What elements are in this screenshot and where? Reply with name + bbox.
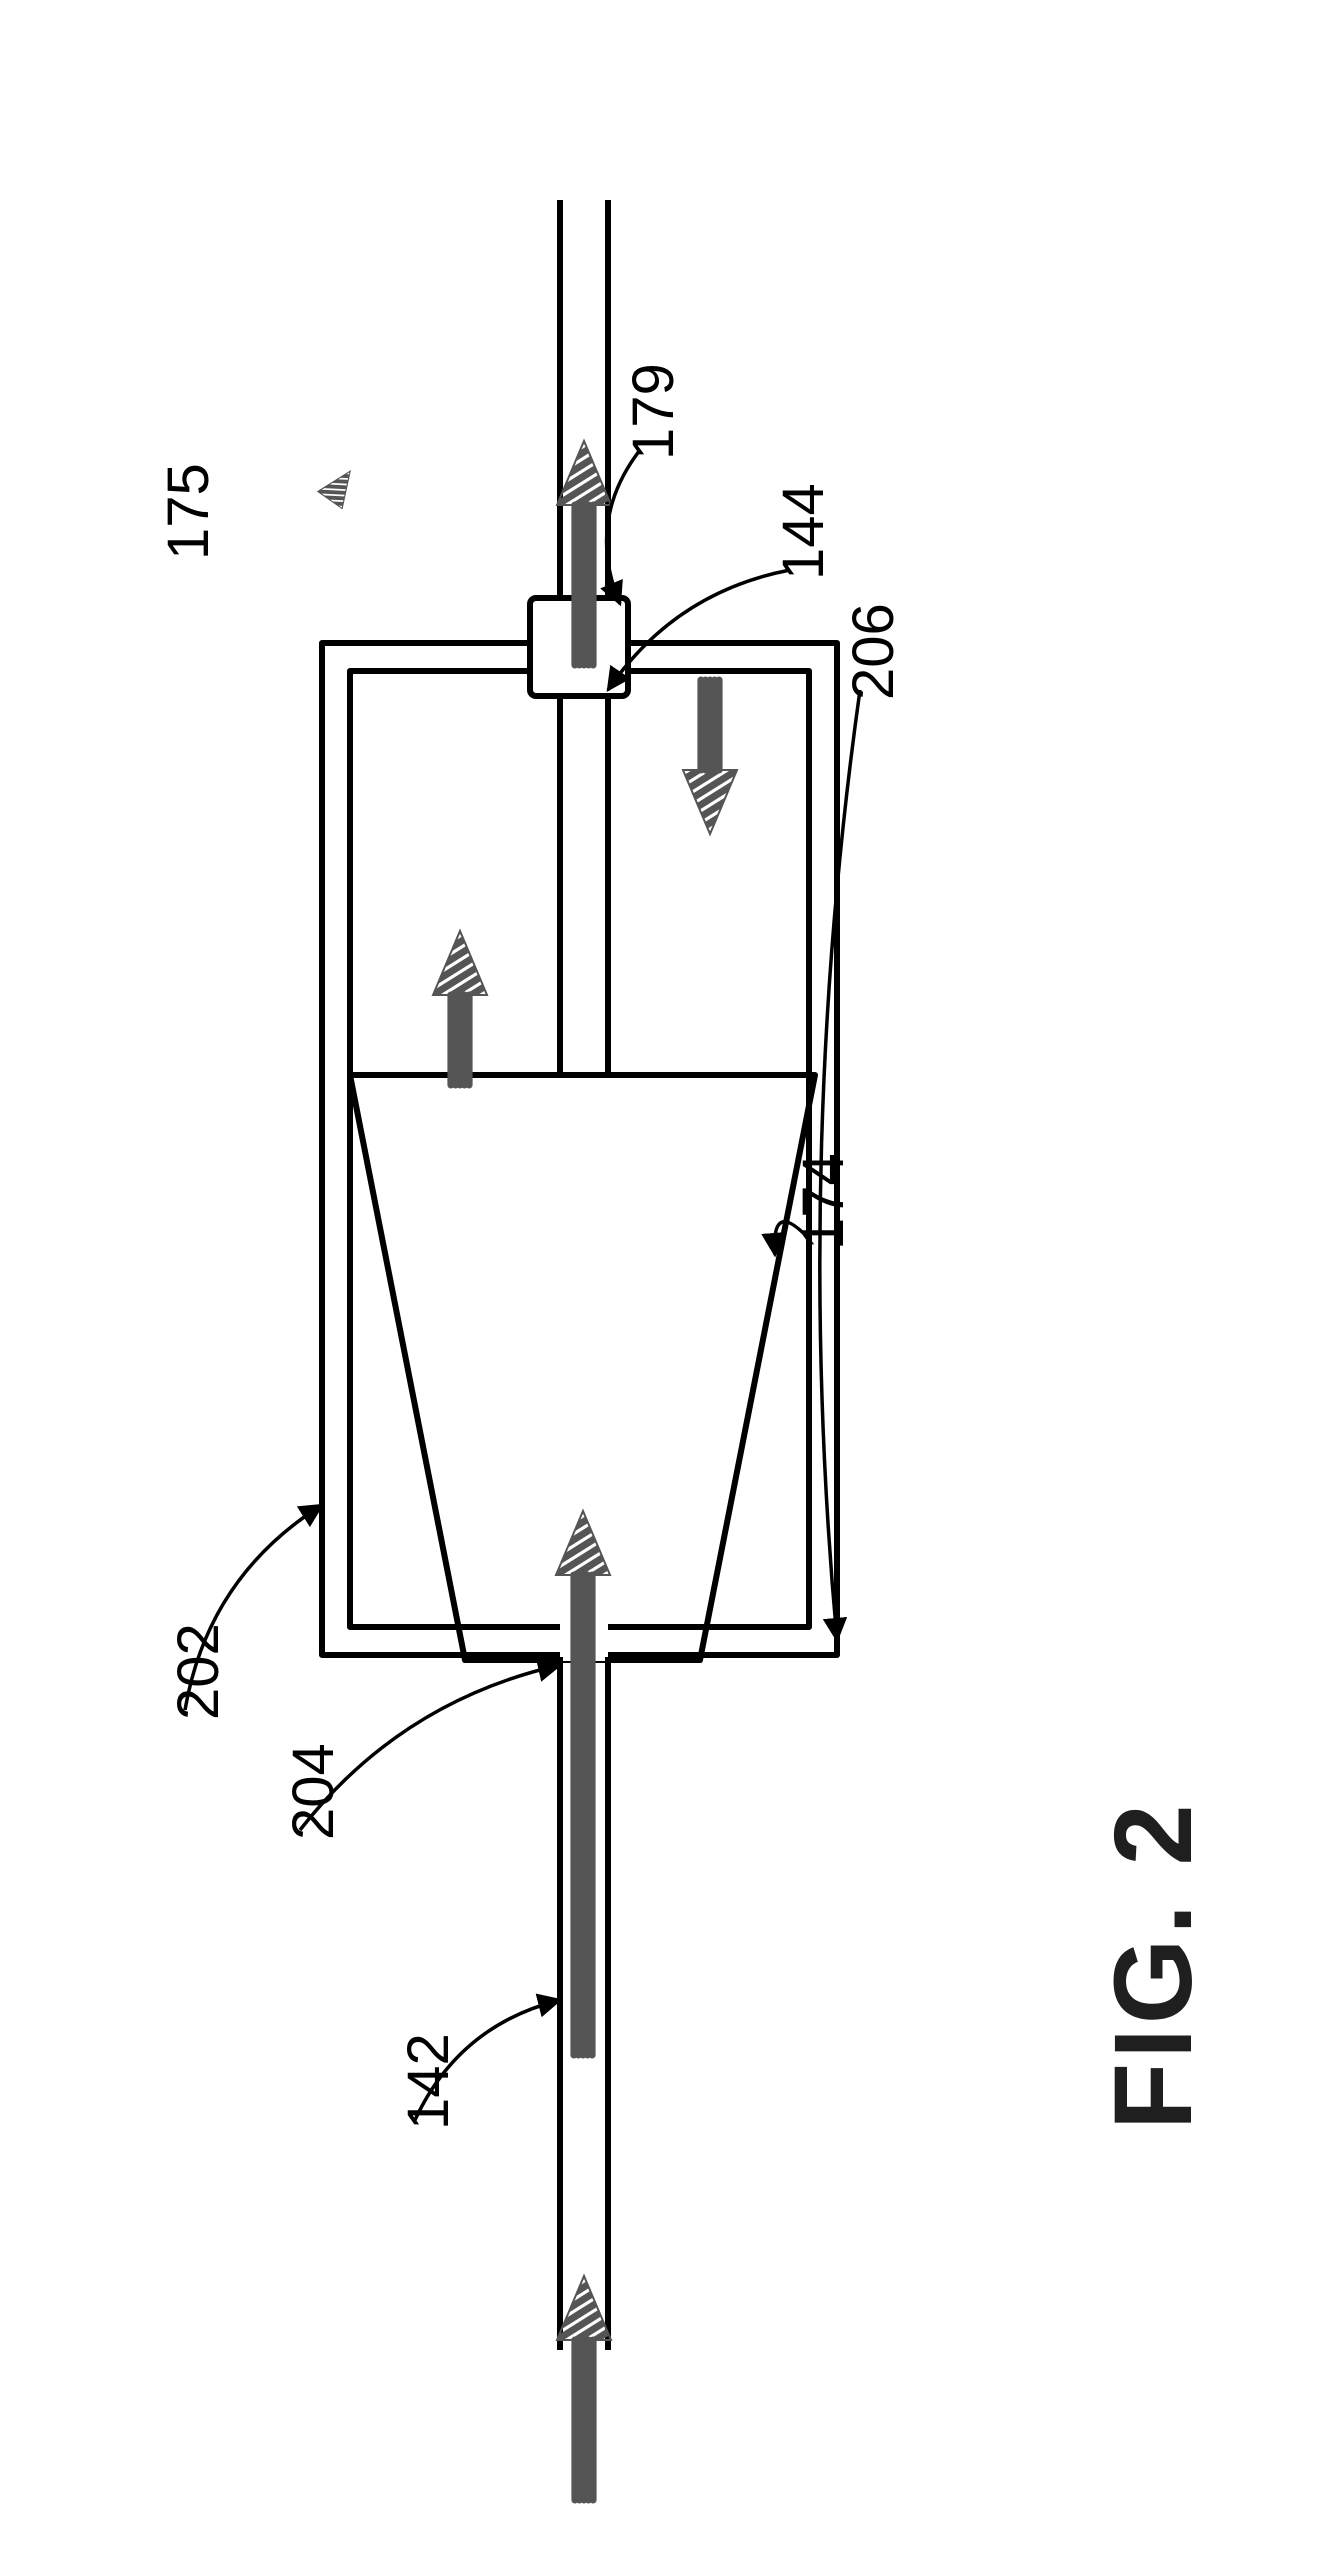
figure-caption: FIG. 2 [1090,1800,1217,2130]
ref-label-175: 175 [155,463,222,560]
ref-label-142: 142 [395,2033,462,2130]
ref-label-174: 174 [790,1153,857,1250]
ref-label-204: 204 [280,1743,347,1840]
ref-label-202: 202 [165,1623,232,1720]
ref-label-206: 206 [840,603,907,700]
ref-label-144: 144 [770,483,837,580]
ref-label-179: 179 [620,363,687,460]
figure-page: FIG. 2 175 179 202 204 206 142 144 174 [0,0,1333,2575]
